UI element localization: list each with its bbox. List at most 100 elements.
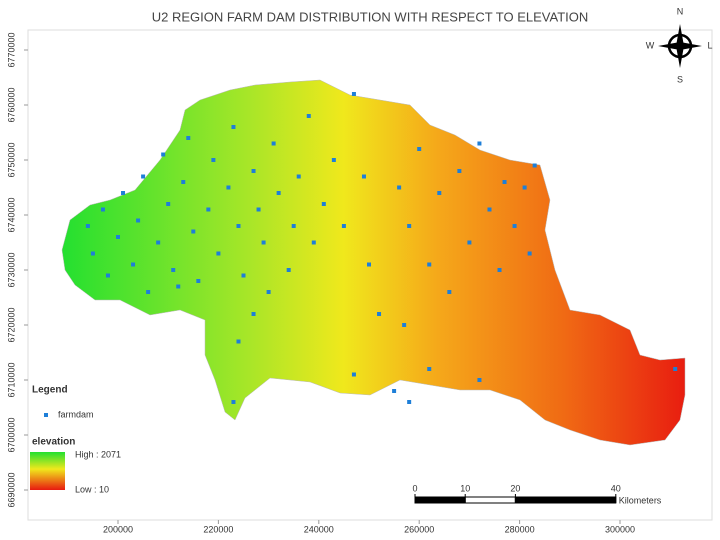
y-tick-label: 6770000 (6, 32, 16, 67)
farmdam (407, 224, 412, 228)
x-tick-label: 280000 (505, 524, 535, 534)
scale-label: 10 (460, 483, 470, 493)
farmdam (236, 339, 241, 344)
y-tick-label: 6690000 (6, 472, 16, 507)
farmdam (361, 174, 366, 179)
compass-s: S (677, 74, 683, 84)
farmdam (306, 114, 311, 118)
farmdam (216, 251, 221, 256)
farmdam (427, 262, 432, 267)
compass-e: L (707, 40, 712, 50)
farmdam (131, 262, 136, 267)
farmdam (251, 169, 256, 173)
farmdam (291, 224, 296, 228)
farmdam (502, 180, 507, 184)
farmdam (181, 180, 186, 184)
legend-title: Legend (32, 385, 68, 396)
farmdam (392, 389, 397, 393)
farmdam (532, 163, 537, 168)
compass: N S W L (646, 6, 713, 84)
farmdam (226, 185, 231, 190)
farmdam (251, 312, 256, 316)
compass-star (658, 24, 702, 68)
farmdam (146, 290, 151, 294)
farmdam (477, 141, 482, 146)
farmdam (321, 202, 326, 206)
farmdam (116, 235, 120, 239)
farmdam (276, 191, 281, 195)
farmdam (121, 191, 126, 195)
farmdam (447, 290, 452, 294)
scale-label: 20 (510, 483, 520, 493)
farmdam (417, 147, 422, 151)
y-tick-label: 6740000 (6, 197, 16, 232)
scale-label: 0 (412, 483, 417, 493)
farmdam (171, 268, 176, 272)
legend-point-label: farmdam (58, 409, 94, 419)
farmdam (186, 136, 191, 140)
farmdam (457, 169, 462, 173)
farmdam (191, 229, 196, 234)
x-tick-label: 220000 (203, 524, 233, 534)
farmdam (437, 191, 442, 195)
farmdam (407, 400, 412, 404)
farmdam (141, 174, 146, 179)
y-tick-label: 6730000 (6, 252, 16, 287)
farmdam (341, 224, 346, 228)
y-tick-label: 6750000 (6, 142, 16, 177)
y-tick-label: 6700000 (6, 417, 16, 452)
farmdam (497, 268, 502, 272)
farmdam (311, 240, 316, 245)
farmdam (206, 207, 211, 212)
farmdam (100, 207, 105, 212)
farmdam (231, 125, 236, 129)
x-tick-label: 300000 (605, 524, 635, 534)
scale-segment (514, 496, 617, 504)
legend-dot (44, 413, 48, 417)
farmdam (256, 207, 261, 212)
compass-n: N (677, 6, 684, 16)
farmdam (427, 367, 432, 371)
farmdam (512, 224, 517, 228)
farmdam (377, 312, 382, 316)
legend: Legend farmdam elevation High : 2071 Low… (30, 385, 121, 494)
farmdam (367, 262, 371, 267)
legend-low: Low : 10 (75, 484, 109, 494)
farmdam (90, 251, 95, 256)
farmdam (266, 290, 271, 294)
farmdam (522, 185, 527, 190)
farmdam (527, 251, 532, 256)
compass-w: W (646, 40, 655, 50)
farmdam (261, 240, 266, 245)
region (61, 79, 686, 446)
farmdam (351, 92, 356, 96)
farmdam (236, 224, 241, 228)
farmdam (397, 185, 402, 190)
farmdam (477, 378, 482, 382)
farmdam (161, 152, 166, 157)
farmdam (85, 224, 90, 228)
farmdam (351, 372, 356, 377)
farmdam (156, 240, 161, 245)
map-frame (27, 29, 713, 521)
farmdam (136, 218, 141, 223)
scale-label: 40 (611, 483, 621, 493)
farmdam (402, 323, 407, 327)
x-tick-label: 240000 (304, 524, 334, 534)
farmdam (673, 367, 678, 371)
farmdam (105, 273, 110, 278)
farmdam (241, 273, 246, 278)
scale-unit: Kilometers (619, 495, 662, 505)
scale-segment (464, 496, 516, 504)
y-tick-label: 6760000 (6, 87, 16, 122)
farmdam (176, 284, 181, 289)
legend-high: High : 2071 (75, 449, 121, 459)
farmdam (331, 158, 336, 162)
y-tick-label: 6720000 (6, 307, 16, 342)
farmdam (166, 202, 171, 206)
scale-segment (414, 496, 466, 504)
x-tick-label: 200000 (103, 524, 133, 534)
farmdam (286, 268, 291, 272)
y-tick-label: 6710000 (6, 362, 16, 397)
